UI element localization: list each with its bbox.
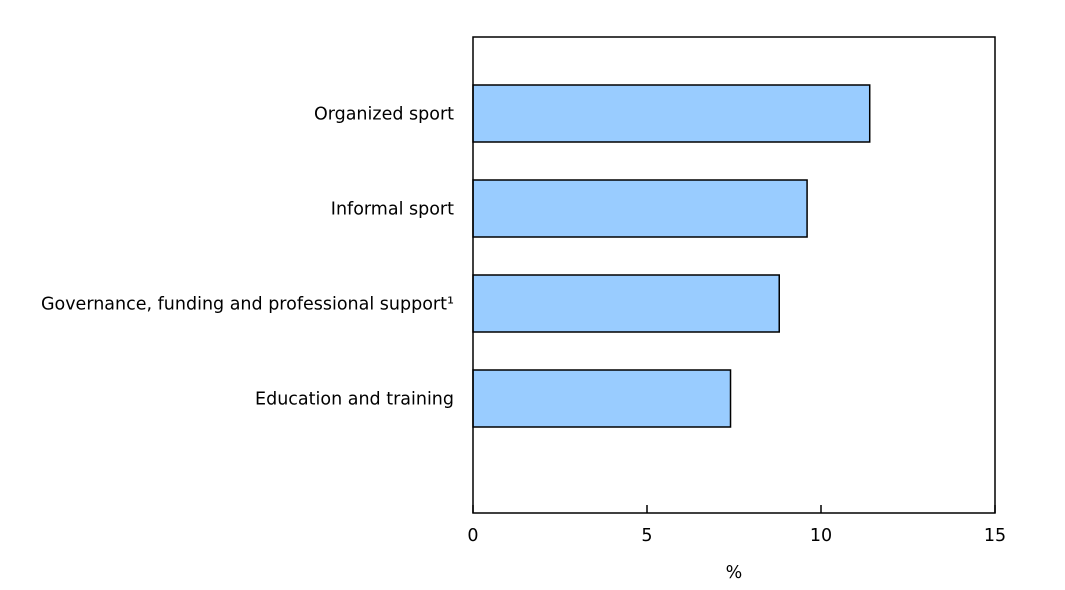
bar (472, 179, 808, 238)
category-label: Organized sport (314, 105, 454, 125)
bar (472, 369, 732, 428)
category-label: Informal sport (331, 200, 454, 220)
category-label: Governance, funding and professional sup… (41, 295, 454, 315)
category-label: Education and training (255, 390, 454, 410)
bar (472, 84, 871, 143)
x-axis-label: % (726, 563, 743, 583)
x-tick-label: 10 (810, 526, 832, 546)
x-tick-label: 15 (984, 526, 1006, 546)
bar (472, 274, 780, 333)
plot-frame (472, 36, 996, 514)
x-tick-label: 5 (641, 526, 652, 546)
x-tick-label: 0 (467, 526, 478, 546)
